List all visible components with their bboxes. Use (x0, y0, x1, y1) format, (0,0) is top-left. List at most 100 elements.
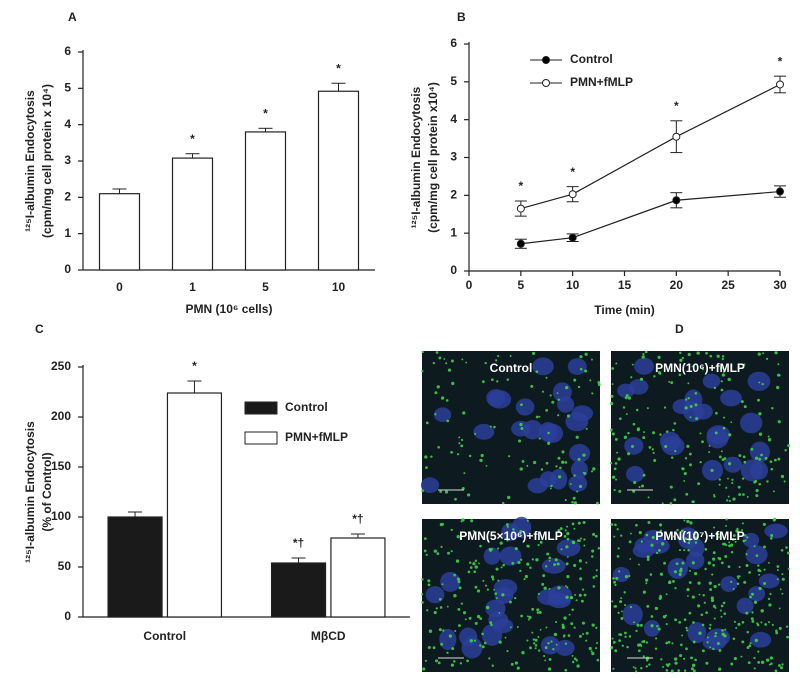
point (776, 80, 784, 89)
green-dot (621, 610, 623, 613)
green-dot (571, 540, 576, 545)
green-dot (777, 457, 781, 461)
green-dot (713, 584, 717, 589)
green-dot (642, 436, 646, 440)
green-dot (479, 644, 482, 647)
green-dot (705, 611, 709, 615)
green-dot (569, 483, 572, 485)
green-dot (715, 532, 718, 535)
green-dot (781, 577, 785, 581)
green-dot (684, 457, 688, 460)
green-dot (779, 666, 784, 670)
green-dot (510, 662, 514, 666)
green-dot (560, 548, 563, 551)
green-dot (669, 502, 673, 505)
green-dot (578, 484, 583, 489)
green-dot (616, 555, 620, 558)
green-dot (753, 667, 756, 670)
green-dot (577, 521, 581, 525)
green-dot (769, 537, 773, 540)
green-dot (681, 561, 685, 565)
green-dot (730, 550, 734, 554)
green-dot (450, 663, 455, 667)
green-dot (743, 580, 747, 584)
green-dot (741, 620, 745, 624)
green-dot (537, 649, 541, 652)
green-dot (479, 544, 482, 548)
panel-letter: A (68, 10, 77, 24)
green-dot (776, 565, 780, 568)
green-dot (614, 523, 617, 527)
green-dot (526, 519, 529, 522)
green-dot (424, 455, 428, 459)
micrograph: PMN(5×10⁶)+fMLP (420, 516, 601, 672)
green-dot (747, 661, 751, 665)
green-dot (496, 380, 499, 383)
green-dot (709, 623, 712, 627)
green-dot (565, 595, 569, 599)
green-dot (591, 652, 595, 656)
green-dot (435, 351, 439, 354)
green-dot (420, 593, 424, 596)
green-dot (476, 614, 481, 619)
green-dot (732, 497, 736, 501)
green-dot (497, 355, 500, 358)
green-dot (553, 563, 557, 567)
green-dot (443, 358, 446, 360)
green-dot (689, 416, 692, 419)
nucleus (748, 586, 766, 602)
y-tick-label: 5 (64, 81, 71, 95)
bar (270, 562, 327, 618)
green-dot (425, 466, 428, 469)
green-dot (520, 614, 523, 618)
green-dot (661, 502, 664, 505)
green-dot (777, 363, 780, 366)
green-dot (746, 536, 749, 539)
green-dot (571, 660, 575, 664)
green-dot (659, 529, 663, 533)
green-dot (654, 647, 658, 650)
green-dot (683, 519, 686, 522)
nucleus (758, 573, 780, 589)
green-dot (650, 615, 654, 618)
green-dot (565, 562, 569, 566)
green-dot (537, 592, 541, 595)
green-dot (435, 659, 439, 663)
green-dot (728, 462, 732, 466)
green-dot (780, 474, 785, 479)
green-dot (665, 623, 668, 626)
green-dot (563, 616, 567, 620)
green-dot (610, 394, 614, 398)
green-dot (457, 580, 461, 584)
green-dot (645, 578, 649, 582)
green-dot (579, 577, 583, 581)
y-tick-label: 5 (450, 74, 457, 88)
y-tick-label: 3 (64, 153, 71, 167)
green-dot (519, 529, 523, 534)
nucleus (555, 639, 575, 656)
green-dot (596, 658, 600, 662)
green-dot (708, 451, 711, 454)
green-dot (738, 454, 742, 457)
green-dot (617, 457, 621, 461)
green-dot (680, 643, 683, 647)
green-dot (720, 615, 723, 618)
nucleus (493, 579, 518, 597)
green-dot (466, 659, 469, 663)
green-dot (713, 617, 716, 620)
green-dot (672, 535, 675, 538)
green-dot (448, 634, 453, 638)
green-dot (657, 627, 661, 631)
green-dot (547, 641, 550, 645)
green-dot (678, 572, 682, 576)
green-dot (584, 352, 588, 356)
green-dot (433, 610, 437, 615)
green-dot (458, 442, 461, 445)
green-dot (722, 426, 726, 430)
green-dot (648, 663, 651, 666)
green-dot (565, 386, 569, 390)
nucleus (541, 558, 566, 574)
green-dot (529, 566, 532, 569)
green-dot (670, 456, 674, 459)
green-dot (454, 630, 457, 633)
